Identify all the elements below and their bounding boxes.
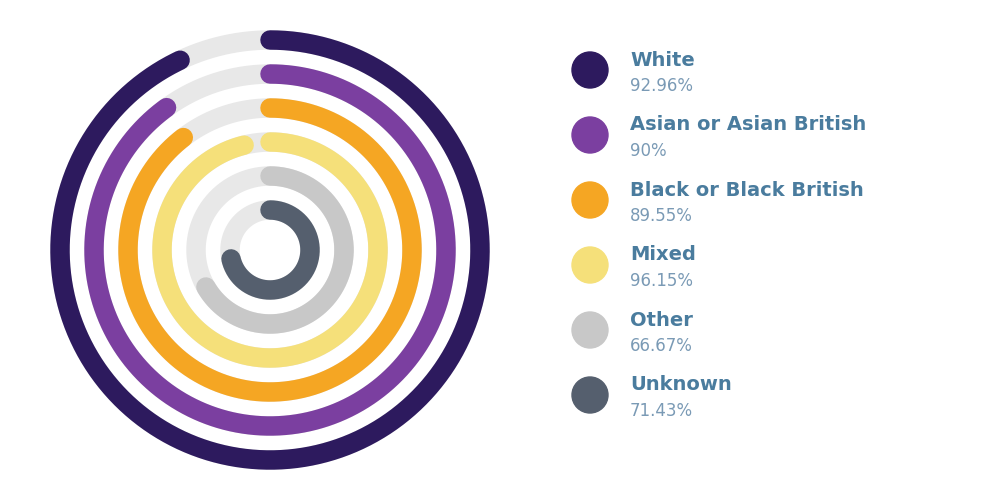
Circle shape — [572, 312, 608, 348]
Text: White: White — [630, 50, 695, 70]
Text: Other: Other — [630, 310, 693, 330]
Text: 66.67%: 66.67% — [630, 337, 693, 355]
Text: Mixed: Mixed — [630, 246, 696, 264]
Circle shape — [572, 52, 608, 88]
Text: Unknown: Unknown — [630, 376, 732, 394]
Circle shape — [572, 377, 608, 413]
Text: 90%: 90% — [630, 142, 667, 160]
Circle shape — [572, 117, 608, 153]
Text: 71.43%: 71.43% — [630, 402, 693, 420]
Text: 89.55%: 89.55% — [630, 207, 693, 225]
Text: Black or Black British: Black or Black British — [630, 180, 864, 200]
Text: 96.15%: 96.15% — [630, 272, 693, 290]
Circle shape — [572, 182, 608, 218]
Text: 92.96%: 92.96% — [630, 77, 693, 95]
Circle shape — [572, 247, 608, 283]
Text: Asian or Asian British: Asian or Asian British — [630, 116, 866, 134]
